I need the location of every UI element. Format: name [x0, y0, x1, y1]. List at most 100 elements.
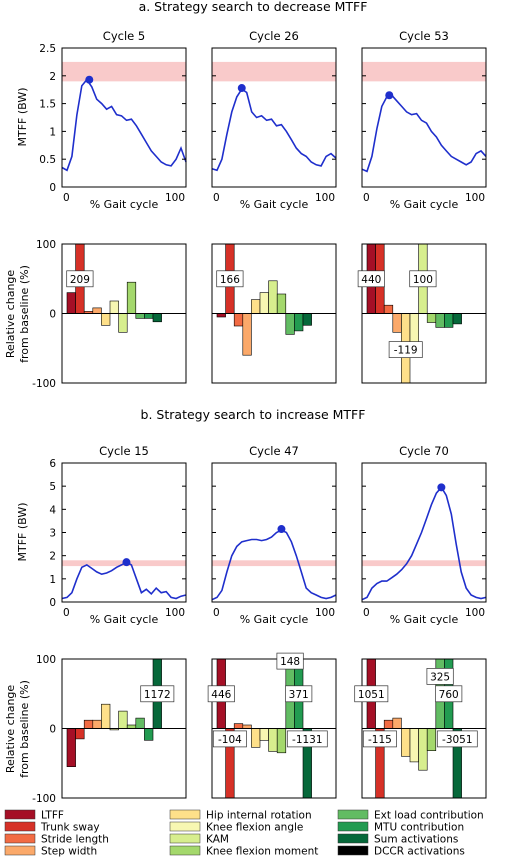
value-label: -1131: [292, 734, 323, 746]
legend-label: MTU contribution: [374, 822, 464, 834]
value-label: -3051: [442, 734, 473, 746]
bar: [216, 313, 226, 318]
bar: [92, 719, 102, 729]
bar: [233, 313, 244, 327]
peak-marker: [385, 91, 394, 100]
axes-frame: [211, 462, 337, 603]
x-tick-label: 0: [213, 192, 220, 204]
bar: [83, 719, 94, 729]
bar: [426, 313, 437, 323]
bar: [101, 703, 111, 729]
bar: [285, 313, 295, 335]
legend-label: Hip internal rotation: [206, 810, 312, 822]
chart-panel-1: Cycle 5 0 100 % Gait cycle 0 0.5 1 1.5 2 2.5: [39, 29, 187, 211]
value-label: 1172: [144, 689, 171, 701]
y-tick-label: 100: [36, 239, 56, 251]
y-tick-label: 1: [49, 574, 56, 586]
chart-panel-7: Cycle 15 0 100 % Gait cycle 0 1 2 3 4 5 6: [49, 444, 187, 626]
bar: [259, 292, 269, 314]
line-ylabel-a: MTFF (BW): [16, 88, 29, 147]
legend-label: Knee flexion angle: [206, 822, 303, 834]
x-tick-label: 100: [315, 607, 335, 619]
mtff-line: [211, 529, 337, 601]
value-label-box: [276, 652, 304, 670]
legend-swatch: [169, 833, 201, 844]
peak-marker: [277, 525, 286, 534]
legend-label: Ext load contribution: [374, 810, 484, 822]
panel-title: Cycle 26: [249, 29, 299, 43]
axes-frame: [61, 462, 187, 603]
peak-marker: [237, 84, 246, 93]
panel-title: Cycle 70: [399, 444, 449, 458]
legend-swatch: [169, 809, 201, 820]
bar: [452, 313, 462, 325]
bar: [118, 710, 128, 729]
legend-label: Sum activations: [374, 834, 458, 846]
bar: [75, 728, 85, 740]
bar: [233, 723, 244, 729]
value-label-box: [140, 685, 175, 703]
line-ylabel-b: MTFF (BW): [16, 503, 29, 562]
value-label-box: [357, 270, 385, 288]
mtff-line: [361, 485, 487, 601]
bar: [383, 304, 394, 314]
y-tick-label: 3: [49, 528, 56, 540]
bar: [276, 293, 287, 314]
legend-label: Stride length: [41, 834, 109, 846]
x-tick-label: 100: [165, 192, 185, 204]
x-axis-label: % Gait cycle: [390, 198, 459, 211]
value-label-box: [426, 668, 454, 685]
legend-label: LTFF: [41, 810, 64, 822]
bar: [66, 292, 76, 314]
value-label: 166: [220, 274, 240, 286]
peak-marker: [122, 558, 131, 567]
legend-label: DCCR activations: [374, 846, 465, 858]
chart-panel-2: Cycle 26 0 100 % Gait cycle: [211, 29, 337, 211]
value-label: -115: [368, 734, 392, 746]
bar: [152, 313, 162, 323]
value-label-box: [388, 341, 423, 358]
bar-ylabel-a-line2: from baseline (%): [18, 265, 31, 363]
bar: [268, 280, 278, 314]
bar: [392, 313, 402, 333]
y-tick-label: 0: [49, 597, 56, 609]
value-label-box: [207, 685, 235, 703]
bar: [401, 728, 411, 757]
value-label-box: [354, 685, 389, 703]
y-tick-label: 4: [49, 504, 56, 516]
bar: [242, 313, 252, 356]
panel-title: Cycle 15: [99, 444, 149, 458]
value-label-box: [285, 685, 313, 703]
bar: [126, 281, 137, 314]
target-band: [362, 560, 486, 567]
panel-title: Cycle 53: [399, 29, 449, 43]
value-label-box: [216, 270, 244, 288]
y-tick-label: 0: [49, 724, 56, 736]
legend-label: Knee flexion moment: [206, 846, 318, 858]
axes-frame: [361, 47, 487, 188]
value-label-box: [212, 730, 247, 748]
y-tick-label: -100: [32, 793, 56, 805]
y-tick-label: 1.5: [39, 99, 56, 111]
target-band: [212, 560, 336, 567]
x-axis-label: % Gait cycle: [240, 613, 309, 626]
legend-label: Step width: [41, 846, 97, 858]
legend-label: KAM: [206, 834, 229, 846]
panel-title: Cycle 47: [249, 444, 299, 458]
bar: [144, 313, 154, 319]
value-label-box: [409, 270, 437, 288]
legend-swatch: [4, 845, 36, 856]
value-label: 1051: [358, 689, 385, 701]
value-label: 148: [280, 656, 300, 668]
x-tick-label: 100: [165, 607, 185, 619]
bar: [242, 724, 252, 729]
chart-panel-4: -100 0 100 209: [32, 239, 187, 390]
y-tick-label: 5: [49, 481, 56, 493]
y-tick-label: 100: [36, 654, 56, 666]
mtff-line: [211, 87, 337, 172]
x-tick-label: 0: [63, 607, 70, 619]
y-tick-label: 2: [49, 551, 56, 563]
chart-panel-5: 166: [211, 243, 337, 384]
